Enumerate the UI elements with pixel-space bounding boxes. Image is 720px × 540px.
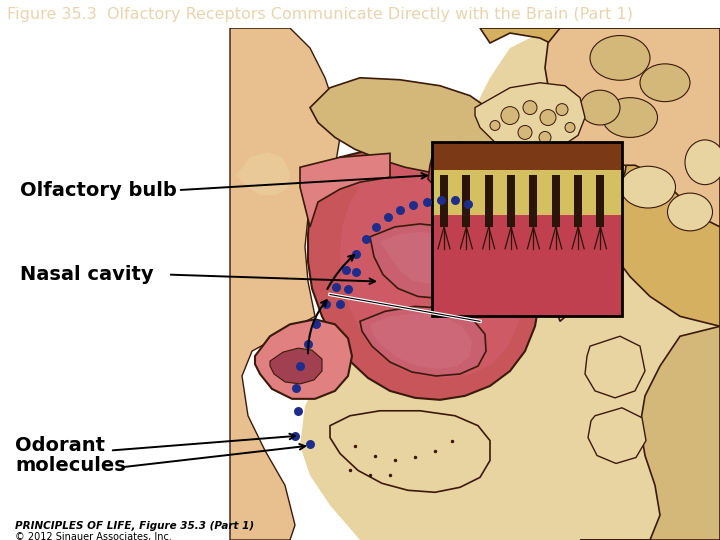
Text: Olfactory bulb: Olfactory bulb [20, 180, 176, 200]
Point [421, 198, 433, 206]
Circle shape [539, 131, 551, 144]
Polygon shape [580, 326, 720, 540]
Point [382, 213, 394, 221]
Polygon shape [428, 143, 510, 195]
Point [334, 300, 346, 309]
Polygon shape [235, 152, 290, 195]
Bar [432, 143, 622, 170]
Bar [432, 143, 622, 316]
Ellipse shape [685, 140, 720, 185]
Point [449, 195, 461, 204]
Bar [485, 175, 492, 227]
Polygon shape [270, 348, 322, 384]
Polygon shape [320, 153, 525, 378]
Polygon shape [255, 319, 352, 399]
Bar [432, 143, 622, 316]
Polygon shape [370, 313, 472, 369]
Polygon shape [475, 83, 585, 153]
Circle shape [518, 125, 532, 139]
Bar [432, 215, 622, 316]
Bar [596, 175, 605, 227]
Point [395, 206, 406, 214]
Polygon shape [360, 306, 486, 376]
Point [342, 284, 354, 293]
Ellipse shape [603, 98, 657, 137]
Point [360, 234, 372, 243]
Point [435, 195, 446, 204]
Circle shape [540, 110, 556, 125]
Point [292, 407, 304, 415]
Polygon shape [585, 336, 645, 398]
Text: PRINCIPLES OF LIFE, Figure 35.3 (Part 1): PRINCIPLES OF LIFE, Figure 35.3 (Part 1) [15, 521, 254, 531]
Circle shape [565, 123, 575, 132]
Polygon shape [380, 232, 458, 284]
Bar [462, 175, 470, 227]
Polygon shape [230, 28, 340, 540]
Polygon shape [462, 167, 530, 239]
Polygon shape [300, 153, 390, 227]
Point [462, 200, 474, 208]
Point [370, 222, 382, 231]
Point [294, 362, 306, 370]
Point [350, 267, 361, 276]
Ellipse shape [667, 193, 713, 231]
Text: © 2012 Sinauer Associates, Inc.: © 2012 Sinauer Associates, Inc. [15, 532, 172, 540]
Point [290, 383, 302, 392]
Polygon shape [545, 28, 720, 321]
Polygon shape [370, 224, 480, 299]
Text: Figure 35.3  Olfactory Receptors Communicate Directly with the Brain (Part 1): Figure 35.3 Olfactory Receptors Communic… [7, 6, 633, 22]
Polygon shape [300, 28, 720, 540]
Point [305, 439, 316, 448]
Point [330, 282, 342, 291]
Circle shape [556, 104, 568, 116]
Ellipse shape [621, 166, 675, 208]
Bar [432, 170, 622, 215]
Circle shape [523, 100, 537, 114]
Text: Nasal cavity: Nasal cavity [20, 265, 153, 284]
Polygon shape [480, 28, 720, 326]
Point [350, 249, 361, 258]
Bar [574, 175, 582, 227]
Text: Odorant: Odorant [15, 436, 105, 455]
Bar [507, 175, 515, 227]
Point [341, 265, 352, 274]
Point [408, 201, 419, 210]
Point [289, 431, 301, 440]
Point [320, 300, 332, 309]
Text: molecules: molecules [15, 456, 126, 475]
Point [310, 320, 322, 329]
Bar [529, 175, 537, 227]
Polygon shape [330, 411, 490, 492]
Circle shape [501, 106, 519, 125]
Circle shape [490, 120, 500, 131]
Ellipse shape [590, 36, 650, 80]
Ellipse shape [640, 64, 690, 102]
Ellipse shape [580, 90, 620, 125]
Bar [440, 175, 448, 227]
Polygon shape [310, 78, 500, 172]
Polygon shape [588, 408, 646, 463]
Bar [552, 175, 559, 227]
Polygon shape [308, 145, 540, 400]
Point [302, 340, 314, 348]
